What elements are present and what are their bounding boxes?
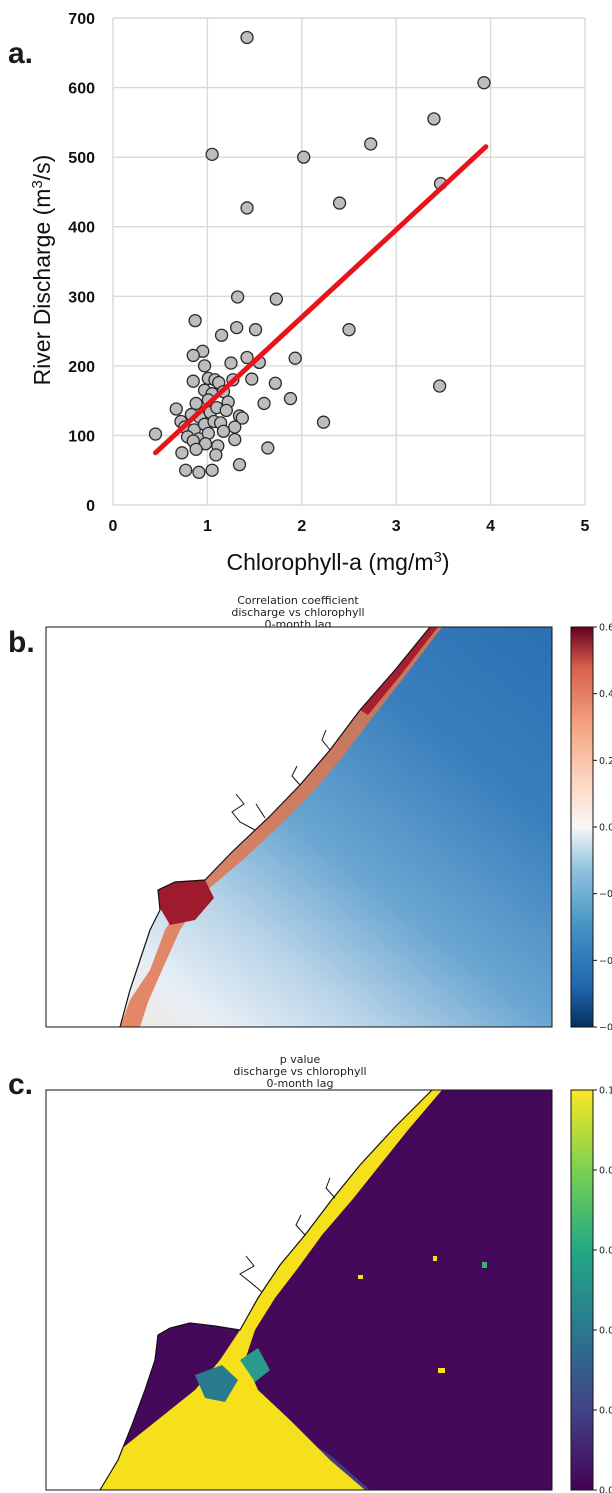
scatter-point [427, 112, 441, 126]
y-tick-label: 200 [68, 359, 95, 376]
scatter-point [179, 463, 193, 477]
scatter-point [477, 76, 491, 90]
scatter-point [248, 323, 263, 337]
correlation-colorbar-ticks: 0.6 0.4 0.2 0.0 −0.2 −0.4 −0.6 [593, 623, 612, 1031]
map-c-title-line-3: 0-month lag [267, 1077, 334, 1090]
correlation-map-panel: b. Correlation coefficient discharge vs … [8, 594, 612, 1031]
scatter-point [224, 356, 238, 370]
y-axis-title: River Discharge (m3/s) [29, 155, 55, 386]
scatter-point [364, 137, 378, 151]
scatter-points [148, 30, 491, 479]
colorbar-tick-label: 0.0 [599, 823, 612, 834]
scatter-y-tick-labels: 0 100 200 300 400 500 600 700 [68, 11, 95, 515]
scatter-point [188, 313, 202, 328]
pvalue-colorbar-ticks: 0.10 0.08 0.06 0.04 0.02 0.00 [593, 1086, 612, 1493]
scatter-point [332, 196, 347, 210]
pvalue-colorbar: 0.10 0.08 0.06 0.04 0.02 0.00 [570, 1086, 612, 1493]
panel-letter-a: a. [8, 37, 33, 70]
panel-letter-c: c. [8, 1068, 33, 1101]
scatter-point [197, 359, 212, 373]
y-tick-label: 0 [86, 498, 95, 515]
colorbar-tick-label: −0.6 [599, 1023, 612, 1031]
colorbar-tick-label: 0.10 [599, 1086, 612, 1097]
scatter-point [245, 372, 259, 386]
map-b-title-line-2: discharge vs chlorophyll [231, 606, 364, 619]
colorbar-tick-label: 0.4 [599, 689, 612, 700]
scatter-point [209, 448, 223, 462]
scatter-point [288, 351, 302, 365]
colorbar-tick-label: −0.4 [599, 956, 612, 967]
scatter-point [261, 441, 275, 455]
scatter-point [342, 323, 356, 337]
scatter-point [169, 402, 183, 416]
y-tick-label: 500 [68, 150, 95, 167]
scatter-point [205, 463, 219, 477]
scatter-point [269, 292, 283, 306]
scatter-gridlines [112, 17, 586, 506]
scatter-point [235, 411, 249, 425]
x-tick-label: 0 [109, 518, 118, 535]
scatter-chart: a. 0 100 200 300 400 500 600 700 0 1 2 3 4 5 River D… [8, 11, 590, 575]
scatter-point [214, 328, 229, 342]
x-tick-label: 1 [203, 518, 212, 535]
y-tick-label: 700 [68, 11, 95, 28]
scatter-x-tick-labels: 0 1 2 3 4 5 [109, 518, 590, 535]
scatter-point [257, 396, 271, 411]
scatter-point [148, 427, 163, 441]
scatter-point [175, 446, 189, 460]
map-c-title-line-2: discharge vs chlorophyll [233, 1065, 366, 1078]
scatter-point [230, 320, 244, 335]
x-tick-label: 2 [297, 518, 306, 535]
scatter-point [189, 442, 203, 456]
scatter-point [192, 465, 206, 479]
x-tick-label: 3 [392, 518, 401, 535]
correlation-map [45, 626, 553, 1028]
scatter-point [189, 396, 203, 411]
pvalue-map [45, 1089, 553, 1491]
map-c-title-line-1: p value [280, 1053, 321, 1066]
scatter-point [240, 350, 254, 365]
scatter-point [205, 147, 219, 162]
scatter-point [240, 30, 254, 45]
x-tick-label: 5 [581, 518, 590, 535]
colorbar-tick-label: 0.06 [599, 1246, 612, 1257]
scatter-point [240, 201, 254, 215]
scatter-point [230, 290, 245, 304]
y-tick-label: 300 [68, 289, 95, 306]
scatter-point [316, 415, 331, 429]
y-tick-label: 100 [68, 428, 95, 445]
scatter-point [432, 379, 447, 393]
x-axis-title: Chlorophyll-a (mg/m3) [226, 549, 449, 575]
colorbar-tick-label: 0.2 [599, 756, 612, 767]
scatter-point [228, 432, 242, 447]
colorbar-tick-label: 0.08 [599, 1166, 612, 1177]
scatter-point [228, 420, 242, 434]
colorbar-tick-label: −0.2 [599, 889, 612, 900]
colorbar-tick-label: 0.00 [599, 1486, 612, 1493]
x-tick-label: 4 [486, 518, 495, 535]
correlation-colorbar: 0.6 0.4 0.2 0.0 −0.2 −0.4 −0.6 [570, 623, 612, 1031]
y-tick-label: 400 [68, 220, 95, 237]
scatter-point [186, 348, 200, 363]
panel-letter-b: b. [8, 626, 35, 659]
scatter-point [219, 403, 233, 418]
scatter-point [186, 374, 200, 388]
colorbar-tick-label: 0.6 [599, 623, 612, 634]
scatter-point [232, 457, 247, 472]
y-tick-label: 600 [68, 81, 95, 98]
map-b-title-line-1: Correlation coefficient [237, 594, 359, 607]
trend-line [152, 144, 489, 456]
scatter-point [297, 150, 311, 164]
scatter-point [268, 376, 283, 390]
pvalue-map-panel: c. p value discharge vs chlorophyll 0-mo… [8, 1053, 612, 1493]
scatter-point [216, 424, 231, 438]
colorbar-tick-label: 0.02 [599, 1406, 612, 1417]
scatter-point [283, 391, 298, 406]
colorbar-tick-label: 0.04 [599, 1326, 612, 1337]
